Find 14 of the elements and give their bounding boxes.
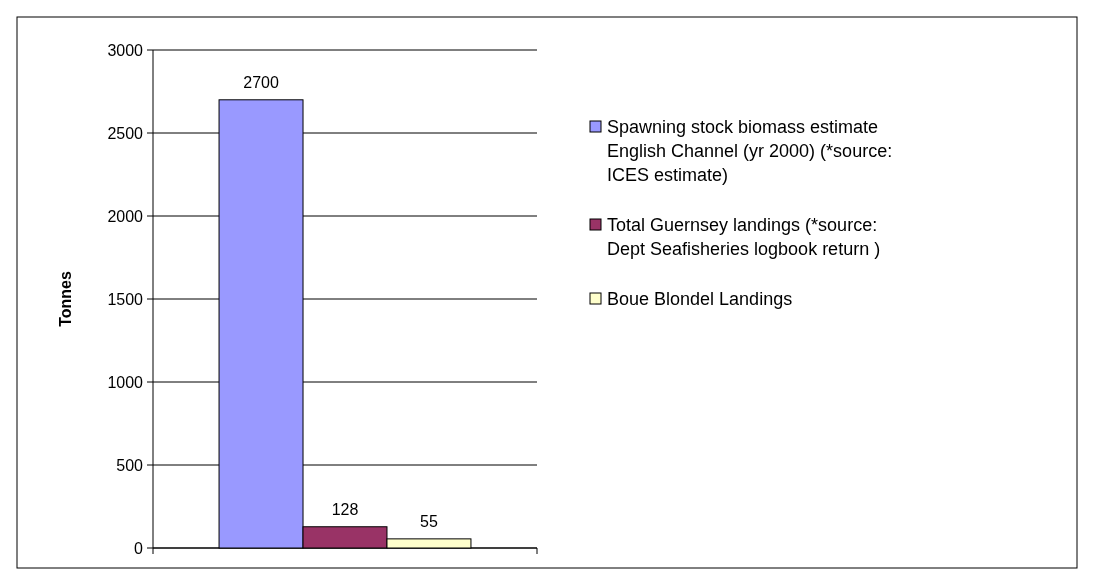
data-label: 2700 [243,73,279,91]
legend-label: Spawning stock biomass estimate English Channel (yr 2000) (*source: ICES estimate) [607,117,893,185]
y-axis-title: Tonnes [57,271,74,327]
y-tick-label: 3000 [107,41,144,59]
y-tick-label: 2500 [107,124,144,142]
legend-label: Boue Blondel Landings [607,289,793,309]
data-label: 55 [420,512,438,530]
legend-label: Total Guernsey landings (*source: Dept Seafisheries logbook return ) [607,215,881,259]
y-tick-label: 0 [134,539,144,557]
y-tick-label: 1500 [107,290,144,308]
y-tick-label: 2000 [107,207,144,225]
y-tick-label: 500 [116,456,144,474]
y-tick-label: 1000 [107,373,144,391]
data-label: 128 [331,500,359,518]
